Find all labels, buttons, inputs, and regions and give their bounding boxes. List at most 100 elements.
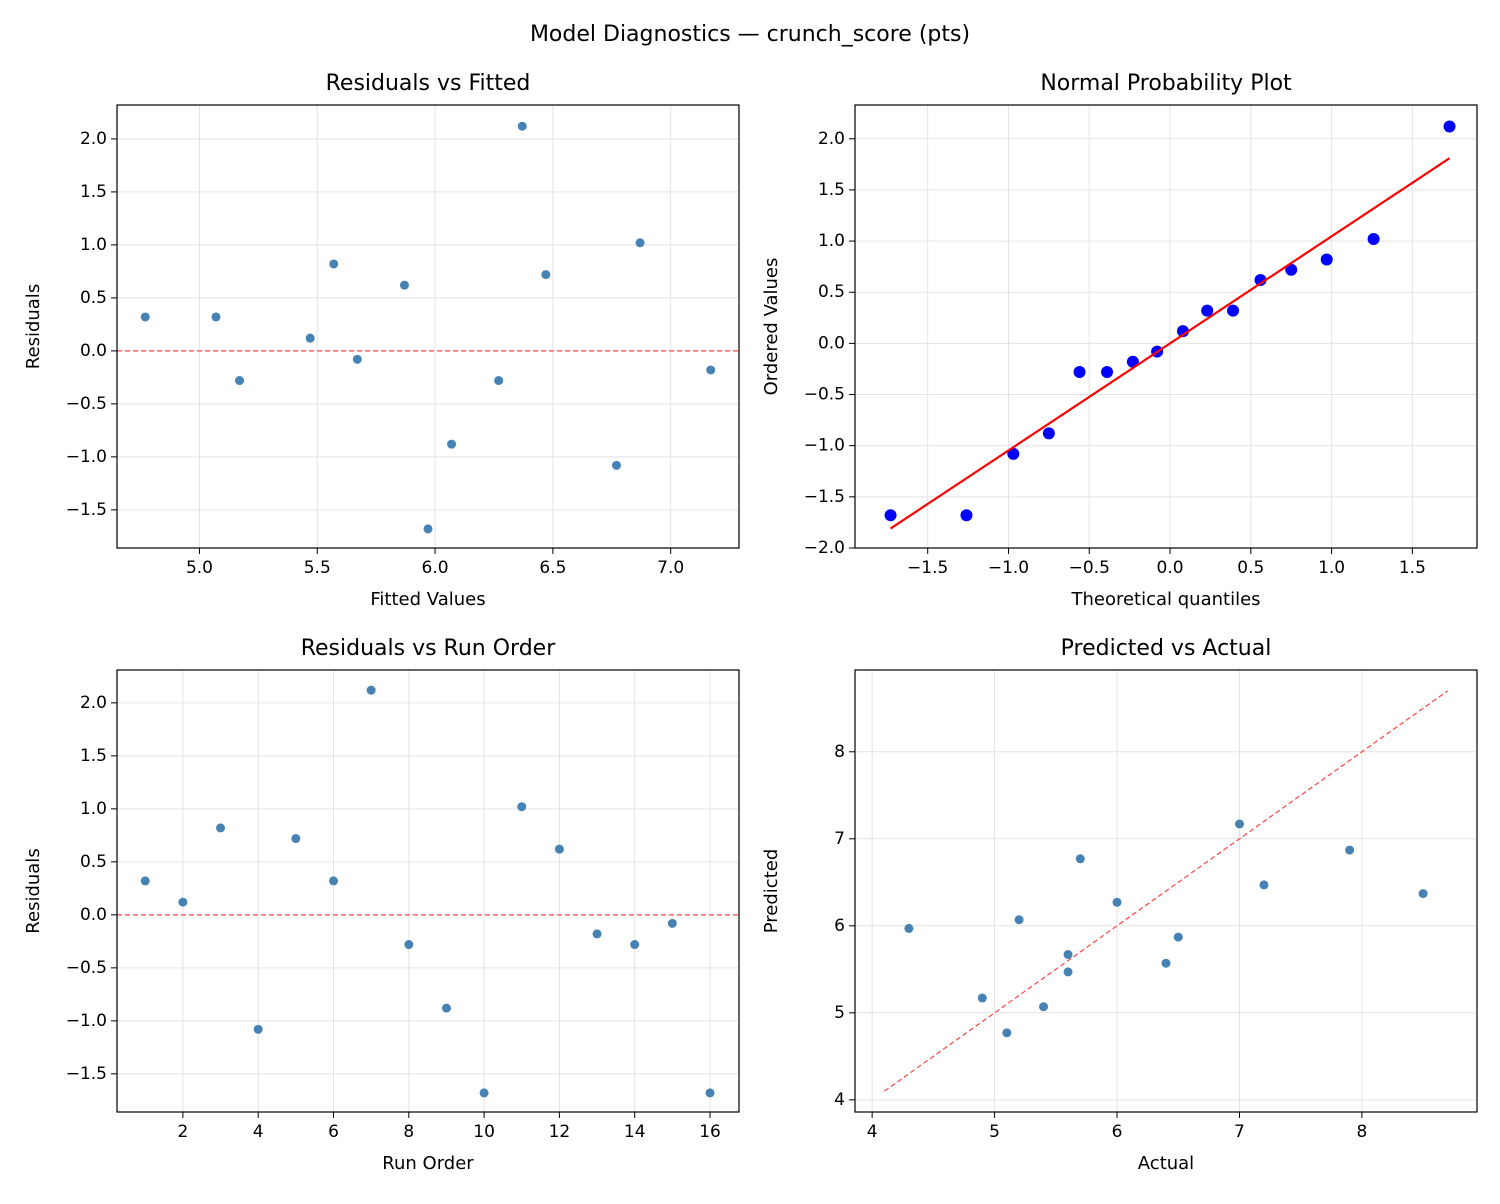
x-tick-label: 12: [549, 1122, 571, 1142]
x-tick-label: 5.5: [304, 558, 331, 578]
point: [960, 509, 973, 522]
point: [328, 876, 338, 886]
point: [541, 270, 551, 280]
point: [1063, 950, 1073, 960]
point: [1007, 447, 1020, 460]
y-tick-label: 6: [834, 916, 845, 936]
x-tick-label: 6: [328, 1122, 339, 1142]
y-tick-label: 2.0: [80, 129, 107, 149]
plot-area: [117, 685, 739, 1098]
x-tick-label: 10: [473, 1122, 495, 1142]
point: [1073, 366, 1086, 379]
point: [554, 844, 564, 854]
point: [1234, 819, 1244, 829]
point: [253, 1024, 263, 1034]
y-tick-label: 1.5: [80, 746, 107, 766]
point: [884, 509, 897, 522]
y-tick-label: 1.0: [818, 231, 845, 251]
y-tick-label: 2.0: [818, 129, 845, 149]
y-tick-label: 1.0: [80, 235, 107, 255]
point: [1227, 304, 1240, 317]
point: [611, 460, 621, 470]
y-tick-label: −0.5: [66, 958, 107, 978]
point: [494, 376, 504, 386]
x-tick-label: 6: [1112, 1122, 1123, 1142]
point: [1367, 233, 1380, 246]
point: [404, 940, 414, 950]
point: [977, 993, 987, 1003]
point: [1014, 915, 1024, 925]
point: [1345, 845, 1355, 855]
subplot-title: Residuals vs Run Order: [301, 636, 556, 661]
y-tick-label: 0.0: [80, 341, 107, 361]
point: [352, 354, 362, 364]
subplot-title: Predicted vs Actual: [1061, 636, 1272, 661]
point: [1418, 889, 1428, 899]
y-tick-label: 8: [834, 742, 845, 762]
point: [1002, 1028, 1012, 1038]
point: [479, 1088, 489, 1098]
x-tick-label: 6.5: [539, 558, 566, 578]
point: [1201, 304, 1214, 317]
point: [235, 376, 245, 386]
point: [517, 802, 527, 812]
axes-frame: [854, 104, 1478, 549]
y-tick-label: 0.0: [80, 905, 107, 925]
axes-frame: [116, 669, 740, 1113]
point: [667, 918, 677, 928]
point: [140, 312, 150, 322]
point: [423, 524, 433, 534]
y-axis-label: Predicted: [761, 849, 782, 934]
point: [211, 312, 221, 322]
plot-area: [884, 120, 1456, 530]
y-tick-label: 0.5: [80, 288, 107, 308]
subplot: 4 5 6 7 8 4 5 6 7 8 Predicted vs Actual Actual Predi…: [761, 636, 1478, 1174]
x-tick-label: 8: [403, 1122, 414, 1142]
point: [706, 365, 716, 375]
x-tick-label: 14: [624, 1122, 646, 1142]
point: [630, 940, 640, 950]
y-axis-label: Residuals: [23, 284, 44, 369]
x-tick-label: 5: [989, 1122, 1000, 1142]
x-tick-label: 1.5: [1399, 558, 1426, 578]
y-tick-label: −1.5: [66, 500, 107, 520]
point: [1075, 854, 1085, 864]
x-tick-label: 1.0: [1318, 558, 1345, 578]
x-tick-label: 4: [253, 1122, 264, 1142]
y-tick-label: 0.5: [80, 852, 107, 872]
point: [441, 1003, 451, 1013]
y-tick-label: 7: [834, 829, 845, 849]
subplot: 5.0 5.5 6.0 6.5 7.0 −1.5 −1.0 −0.5 0.0 0.5 1.0 1.5 2…: [23, 71, 740, 610]
x-axis-label: Fitted Values: [370, 589, 485, 610]
x-tick-label: 0.5: [1237, 558, 1264, 578]
point: [1039, 1002, 1049, 1012]
x-axis-label: Theoretical quantiles: [1070, 589, 1260, 610]
x-axis-label: Actual: [1138, 1153, 1194, 1174]
x-tick-label: 5.0: [186, 558, 213, 578]
point: [366, 685, 376, 695]
y-tick-label: −1.0: [804, 436, 845, 456]
line: [889, 157, 1451, 530]
y-tick-label: 5: [834, 1003, 845, 1023]
y-tick-label: −2.0: [804, 538, 845, 558]
x-tick-label: 6.0: [422, 558, 449, 578]
point: [1259, 880, 1269, 890]
point: [399, 280, 409, 290]
point: [329, 259, 339, 269]
x-tick-label: 4: [867, 1122, 878, 1142]
x-tick-label: 7: [1234, 1122, 1245, 1142]
y-tick-label: 2.0: [80, 693, 107, 713]
y-tick-label: −0.5: [804, 385, 845, 405]
subplot: −1.5 −1.0 −0.5 0.0 0.5 1.0 1.5 −2.0 −1.5 −1.0 −0.5…: [761, 71, 1478, 610]
point: [1320, 253, 1333, 266]
y-tick-label: −1.5: [66, 1064, 107, 1084]
point: [635, 238, 645, 248]
point: [1443, 120, 1456, 133]
plot-area: [884, 690, 1448, 1092]
point: [1254, 273, 1267, 286]
y-tick-label: 4: [834, 1090, 845, 1110]
point: [216, 823, 226, 833]
point: [1112, 897, 1122, 907]
